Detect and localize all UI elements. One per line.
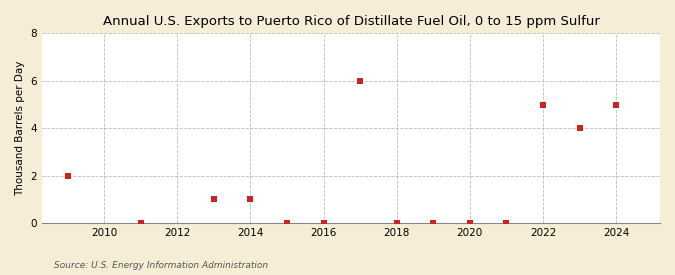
Point xyxy=(611,102,622,107)
Y-axis label: Thousand Barrels per Day: Thousand Barrels per Day xyxy=(15,60,25,196)
Point xyxy=(318,221,329,225)
Point xyxy=(428,221,439,225)
Point xyxy=(574,126,585,130)
Point xyxy=(281,221,292,225)
Point xyxy=(392,221,402,225)
Title: Annual U.S. Exports to Puerto Rico of Distillate Fuel Oil, 0 to 15 ppm Sulfur: Annual U.S. Exports to Puerto Rico of Di… xyxy=(103,15,599,28)
Point xyxy=(209,197,219,202)
Point xyxy=(136,221,146,225)
Point xyxy=(501,221,512,225)
Point xyxy=(62,174,73,178)
Point xyxy=(355,79,366,83)
Point xyxy=(464,221,475,225)
Text: Source: U.S. Energy Information Administration: Source: U.S. Energy Information Administ… xyxy=(54,260,268,270)
Point xyxy=(537,102,548,107)
Point xyxy=(245,197,256,202)
